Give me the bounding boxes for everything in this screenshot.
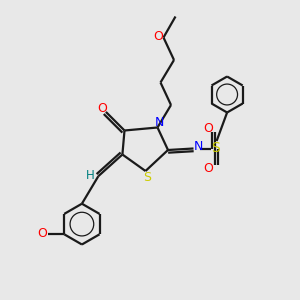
Text: N: N	[154, 116, 164, 129]
Text: O: O	[98, 102, 107, 115]
Text: N: N	[194, 140, 203, 154]
Text: S: S	[211, 142, 220, 155]
Text: O: O	[204, 122, 213, 135]
Text: H: H	[86, 169, 95, 182]
Text: O: O	[153, 29, 163, 43]
Text: S: S	[143, 171, 151, 184]
Text: O: O	[37, 227, 47, 240]
Text: O: O	[204, 162, 213, 175]
